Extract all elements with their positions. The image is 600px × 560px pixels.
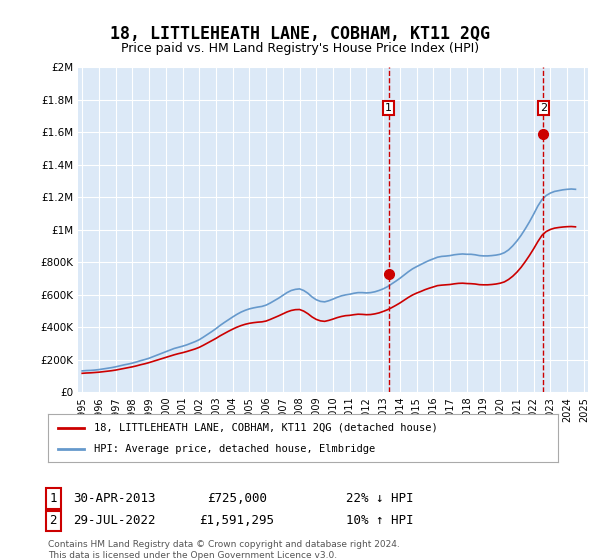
Text: 22% ↓ HPI: 22% ↓ HPI — [346, 492, 413, 505]
Text: HPI: Average price, detached house, Elmbridge: HPI: Average price, detached house, Elmb… — [94, 444, 375, 454]
Text: 1: 1 — [49, 492, 57, 505]
Text: 10% ↑ HPI: 10% ↑ HPI — [346, 514, 413, 528]
Text: Price paid vs. HM Land Registry's House Price Index (HPI): Price paid vs. HM Land Registry's House … — [121, 42, 479, 55]
Text: 30-APR-2013: 30-APR-2013 — [73, 492, 155, 505]
Text: 18, LITTLEHEATH LANE, COBHAM, KT11 2QG (detached house): 18, LITTLEHEATH LANE, COBHAM, KT11 2QG (… — [94, 423, 437, 433]
Text: 2: 2 — [540, 103, 547, 113]
Text: 29-JUL-2022: 29-JUL-2022 — [73, 514, 155, 528]
Text: £725,000: £725,000 — [206, 492, 266, 505]
Text: Contains HM Land Registry data © Crown copyright and database right 2024.
This d: Contains HM Land Registry data © Crown c… — [48, 540, 400, 560]
Text: 18, LITTLEHEATH LANE, COBHAM, KT11 2QG: 18, LITTLEHEATH LANE, COBHAM, KT11 2QG — [110, 25, 490, 43]
Text: 2: 2 — [49, 514, 57, 528]
Text: £1,591,295: £1,591,295 — [199, 514, 274, 528]
Text: 1: 1 — [385, 103, 392, 113]
